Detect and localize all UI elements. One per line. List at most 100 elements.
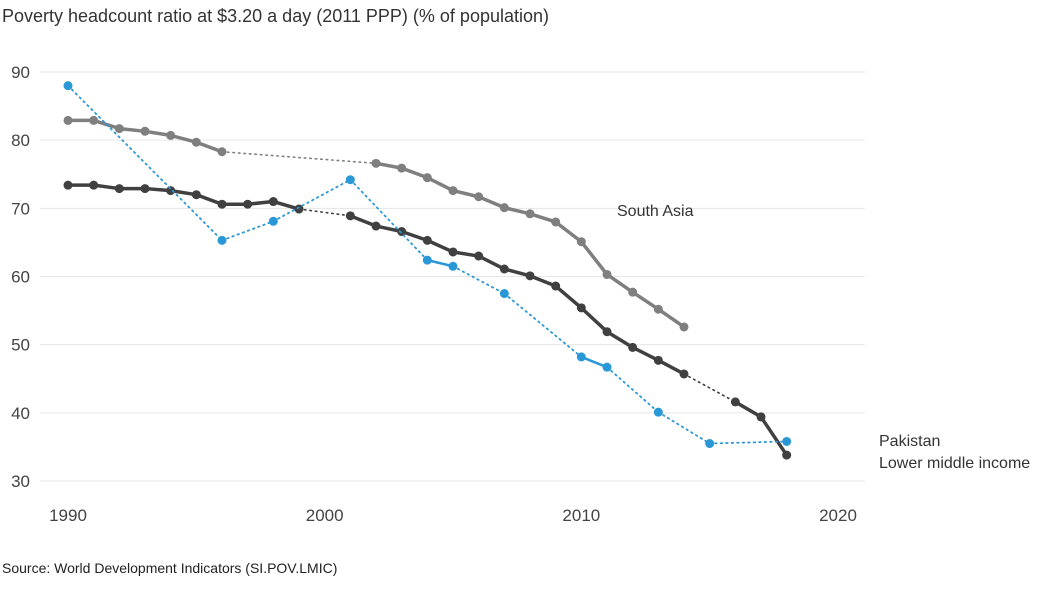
line-segment <box>579 306 609 334</box>
line-segment <box>194 192 224 206</box>
label-pakistan: Pakistan <box>879 433 940 450</box>
point-south-asia-2005 <box>448 186 458 196</box>
point-south-asia-2004 <box>422 173 432 183</box>
x-tick-label-2010: 2010 <box>562 506 600 525</box>
point-south-asia-2007 <box>499 203 509 213</box>
point-south-asia-1996 <box>217 147 227 157</box>
point-south-asia-1992 <box>114 124 124 134</box>
x-tick-label-2020: 2020 <box>819 506 857 525</box>
y-tick-label-90: 90 <box>11 63 30 82</box>
line-segment <box>399 166 430 180</box>
point-pakistan-2004 <box>422 255 432 265</box>
chart-title: Poverty headcount ratio at $3.20 a day (… <box>2 6 550 26</box>
gap-segment <box>349 178 429 262</box>
point-lower-middle-income-2011 <box>602 327 612 337</box>
point-south-asia-2011 <box>602 269 612 279</box>
line-segment <box>425 175 455 193</box>
gap-segment <box>503 292 583 358</box>
point-lower-middle-income-2005 <box>448 247 458 257</box>
point-pakistan-1990 <box>63 81 73 91</box>
point-lower-middle-income-2001 <box>345 211 355 221</box>
gap-segment <box>606 366 660 414</box>
point-lower-middle-income-2007 <box>499 264 509 274</box>
line-segment <box>656 307 686 329</box>
line-segment <box>630 290 661 311</box>
x-axis-ticks: 1990 2000 2010 2020 <box>49 506 857 525</box>
point-pakistan-2011 <box>602 362 612 372</box>
point-lower-middle-income-1998 <box>268 197 278 207</box>
y-tick-label-30: 30 <box>11 472 30 491</box>
point-lower-middle-income-2003 <box>397 227 407 237</box>
point-lower-middle-income-1994 <box>166 186 176 196</box>
point-lower-middle-income-2010 <box>576 303 586 313</box>
point-south-asia-1995 <box>191 137 201 147</box>
point-pakistan-1996 <box>217 235 227 245</box>
line-segment <box>656 358 686 376</box>
y-axis-ticks: 30 40 50 60 70 80 90 <box>11 63 30 491</box>
line-segment <box>553 284 584 310</box>
point-south-asia-2010 <box>576 237 586 247</box>
label-south-asia: South Asia <box>617 203 694 220</box>
point-south-asia-2006 <box>474 192 484 202</box>
gap-segment <box>298 208 352 217</box>
point-lower-middle-income-2018 <box>782 450 792 460</box>
line-segment <box>733 400 763 419</box>
point-pakistan-2001 <box>345 175 355 185</box>
gap-segment <box>221 220 275 242</box>
gap-segment <box>272 178 352 223</box>
line-segment <box>605 329 635 350</box>
point-south-asia-1991 <box>89 115 99 125</box>
line-segment <box>580 355 609 369</box>
gap-segment <box>452 265 506 295</box>
point-lower-middle-income-1991 <box>89 180 99 190</box>
y-tick-label-80: 80 <box>11 131 30 150</box>
point-pakistan-2007 <box>499 289 509 299</box>
line-segment <box>630 345 661 363</box>
point-south-asia-1994 <box>166 130 176 140</box>
line-segment <box>528 274 558 288</box>
point-pakistan-1998 <box>268 216 278 226</box>
point-lower-middle-income-2004 <box>422 235 432 245</box>
gap-segment <box>683 373 737 403</box>
point-lower-middle-income-1992 <box>114 184 124 194</box>
gap-segment <box>67 84 223 242</box>
point-pakistan-2018 <box>782 436 792 446</box>
point-lower-middle-income-2017 <box>756 412 766 422</box>
point-lower-middle-income-1999 <box>294 204 304 214</box>
point-pakistan-2015 <box>705 439 715 449</box>
point-lower-middle-income-2006 <box>474 251 484 261</box>
point-lower-middle-income-1995 <box>191 190 201 200</box>
point-south-asia-1990 <box>63 115 73 125</box>
line-segment <box>476 194 507 210</box>
point-pakistan-2013 <box>653 407 663 417</box>
series-pakistan <box>63 81 792 449</box>
point-lower-middle-income-1996 <box>217 199 227 209</box>
point-lower-middle-income-2009 <box>551 281 561 291</box>
line-segment <box>399 229 430 243</box>
line-segment <box>476 254 507 271</box>
point-south-asia-2014 <box>679 322 689 332</box>
point-lower-middle-income-2012 <box>628 342 638 352</box>
y-tick-label-60: 60 <box>11 268 30 287</box>
point-lower-middle-income-2002 <box>371 221 381 231</box>
x-tick-label-2000: 2000 <box>306 506 344 525</box>
point-lower-middle-income-1997 <box>243 199 253 209</box>
line-segment <box>605 272 635 294</box>
point-south-asia-2003 <box>397 163 407 173</box>
point-lower-middle-income-2016 <box>730 397 740 407</box>
point-pakistan-2010 <box>576 352 586 362</box>
point-lower-middle-income-2014 <box>679 369 689 379</box>
gap-segment <box>657 411 711 445</box>
point-south-asia-2013 <box>653 304 663 314</box>
point-lower-middle-income-2013 <box>653 355 663 365</box>
line-segment <box>348 214 378 228</box>
point-south-asia-2008 <box>525 209 535 219</box>
point-south-asia-2002 <box>371 158 381 168</box>
point-pakistan-2005 <box>448 261 458 271</box>
point-lower-middle-income-2008 <box>525 271 535 281</box>
y-tick-label-70: 70 <box>11 199 30 218</box>
series-group <box>63 81 792 460</box>
y-tick-label-50: 50 <box>11 336 30 355</box>
gap-segment <box>708 440 788 445</box>
